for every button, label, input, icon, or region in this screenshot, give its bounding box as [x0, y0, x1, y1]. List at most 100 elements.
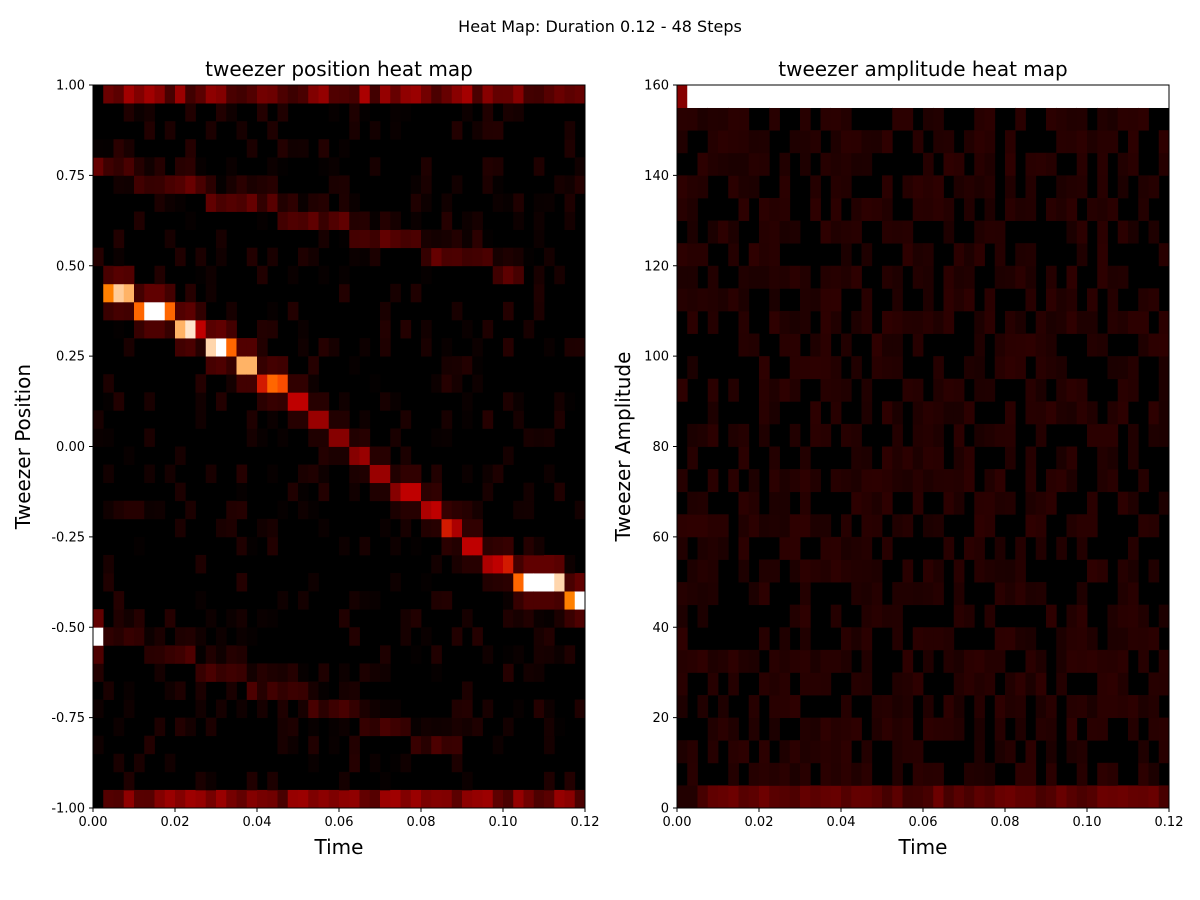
- heatmap-cell: [769, 514, 780, 538]
- heatmap-cell: [113, 319, 125, 339]
- heatmap-cell: [830, 469, 842, 493]
- heatmap-cell: [707, 740, 719, 764]
- x-tick-label: 0.02: [745, 815, 774, 830]
- heatmap-cell: [861, 604, 873, 628]
- heatmap-cell: [308, 193, 319, 212]
- heatmap-cell: [154, 283, 166, 303]
- heatmap-cell: [349, 735, 360, 755]
- heatmap-cell: [349, 789, 360, 809]
- heatmap-cell: [943, 310, 955, 334]
- heatmap-cell: [523, 536, 535, 556]
- heatmap-cell: [1035, 582, 1047, 606]
- heatmap-cell: [851, 582, 862, 606]
- heatmap-cell: [1138, 695, 1149, 719]
- heatmap-cell: [205, 85, 217, 104]
- heatmap-cell: [707, 288, 719, 312]
- heatmap-cell: [687, 220, 698, 244]
- amplitude-heatmap-panel: 0.00 0.02 0.04 0.06 0.08 0.10 0.12020406080100…: [611, 57, 1183, 859]
- heatmap-cell: [871, 559, 883, 583]
- heatmap-cell: [298, 464, 309, 484]
- heatmap-cell: [523, 554, 535, 574]
- heatmap-cell: [882, 491, 893, 515]
- heatmap-cell: [697, 649, 709, 673]
- heatmap-cell: [789, 785, 801, 809]
- heatmap-cell: [1148, 288, 1160, 312]
- heatmap-cell: [1128, 695, 1139, 719]
- heatmap-cell: [892, 265, 903, 289]
- heatmap-cell: [513, 85, 524, 104]
- heatmap-cell: [554, 717, 565, 737]
- heatmap-cell: [144, 121, 155, 140]
- heatmap-cell: [359, 428, 371, 447]
- heatmap-cell: [964, 762, 975, 786]
- heatmap-cell: [441, 518, 453, 538]
- heatmap-cell: [677, 378, 688, 402]
- heatmap-cell: [738, 85, 750, 108]
- heatmap-cell: [298, 338, 309, 357]
- heatmap-cell: [267, 319, 278, 339]
- heatmap-cell: [339, 265, 350, 285]
- heatmap-cell: [472, 247, 483, 267]
- heatmap-cell: [185, 717, 196, 737]
- heatmap-cell: [1128, 559, 1139, 583]
- heatmap-cell: [1148, 672, 1160, 696]
- heatmap-cell: [451, 627, 463, 646]
- heatmap-cell: [759, 582, 770, 606]
- heatmap-cell: [123, 500, 135, 520]
- heatmap-cell: [503, 789, 514, 809]
- heatmap-cell: [697, 85, 709, 108]
- heatmap-cell: [1138, 288, 1149, 312]
- heatmap-cell: [810, 197, 821, 221]
- heatmap-cell: [195, 265, 207, 285]
- heatmap-cell: [677, 649, 688, 673]
- heatmap-cell: [544, 428, 555, 447]
- heatmap-cell: [861, 514, 873, 538]
- heatmap-cell: [861, 243, 873, 267]
- heatmap-cell: [205, 771, 217, 791]
- heatmap-cell: [318, 681, 330, 700]
- heatmap-cell: [339, 410, 350, 429]
- heatmap-cell: [1046, 740, 1057, 764]
- heatmap-cell: [123, 157, 135, 176]
- heatmap-cell: [328, 428, 340, 447]
- heatmap-cell: [933, 762, 944, 786]
- heatmap-cell: [1117, 401, 1129, 425]
- heatmap-cell: [861, 85, 873, 108]
- heatmap-cell: [994, 649, 1006, 673]
- heatmap-cell: [1107, 288, 1119, 312]
- x-tick-label: 0.04: [827, 815, 856, 830]
- heatmap-cell: [851, 423, 862, 447]
- heatmap-cell: [974, 740, 985, 764]
- heatmap-cell: [1117, 85, 1129, 108]
- heatmap-cell: [410, 500, 422, 520]
- heatmap-cell: [472, 536, 483, 556]
- heatmap-cell: [410, 735, 422, 755]
- heatmap-cell: [984, 672, 996, 696]
- heatmap-cell: [1005, 130, 1016, 154]
- heatmap-cell: [267, 771, 278, 791]
- heatmap-cell: [380, 464, 391, 484]
- heatmap-cell: [277, 681, 289, 700]
- x-tick-label: 0.12: [571, 815, 600, 830]
- heatmap-cell: [503, 392, 514, 411]
- heatmap-cell: [267, 789, 278, 809]
- heatmap-cell: [164, 283, 176, 303]
- heatmap-cell: [984, 130, 996, 154]
- heatmap-cell: [1158, 717, 1170, 741]
- heatmap-cell: [318, 193, 330, 212]
- heatmap-cell: [882, 785, 893, 809]
- heatmap-cell: [718, 130, 729, 154]
- heatmap-cell: [1087, 310, 1098, 334]
- heatmap-cell: [1015, 107, 1026, 131]
- heatmap-cell: [759, 740, 770, 764]
- heatmap-cell: [923, 265, 934, 289]
- heatmap-cell: [380, 771, 391, 791]
- heatmap-cell: [195, 645, 207, 664]
- heatmap-cell: [1015, 582, 1026, 606]
- heatmap-cell: [1097, 762, 1108, 786]
- heatmap-cell: [861, 559, 873, 583]
- heatmap-cell: [134, 283, 145, 303]
- heatmap-cell: [164, 609, 176, 628]
- heatmap-cell: [574, 175, 586, 194]
